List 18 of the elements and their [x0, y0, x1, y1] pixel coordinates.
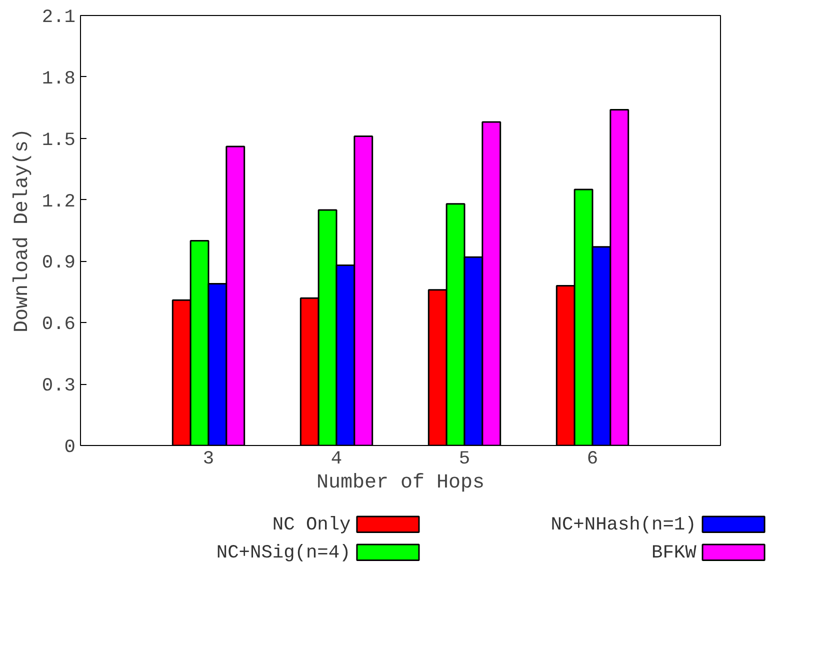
- x-tick-label: 3: [202, 448, 214, 470]
- y-tick-label: 1.5: [42, 128, 76, 151]
- legend-label: NC Only: [272, 513, 351, 536]
- y-tick-label: 0.6: [42, 313, 76, 336]
- legend-label: NC+NSig(n=4): [216, 541, 351, 564]
- y-tick-label: 1.2: [42, 190, 76, 212]
- x-tick-label: 4: [330, 448, 342, 470]
- y-tick-label: 0: [64, 436, 76, 458]
- x-axis-title: Number of Hops: [316, 472, 485, 494]
- x-tick-label: 6: [586, 448, 598, 470]
- y-tick-label: 1.8: [42, 67, 76, 90]
- y-tick-label: 0.3: [42, 374, 76, 397]
- y-tick-label: 2.1: [42, 6, 76, 28]
- legend-label: BFKW: [652, 541, 698, 564]
- y-tick-label: 0.9: [42, 252, 76, 274]
- y-axis-title: Download Delay(s): [10, 128, 34, 333]
- x-tick-label: 5: [458, 448, 470, 470]
- legend-label: NC+NHash(n=1): [550, 513, 696, 536]
